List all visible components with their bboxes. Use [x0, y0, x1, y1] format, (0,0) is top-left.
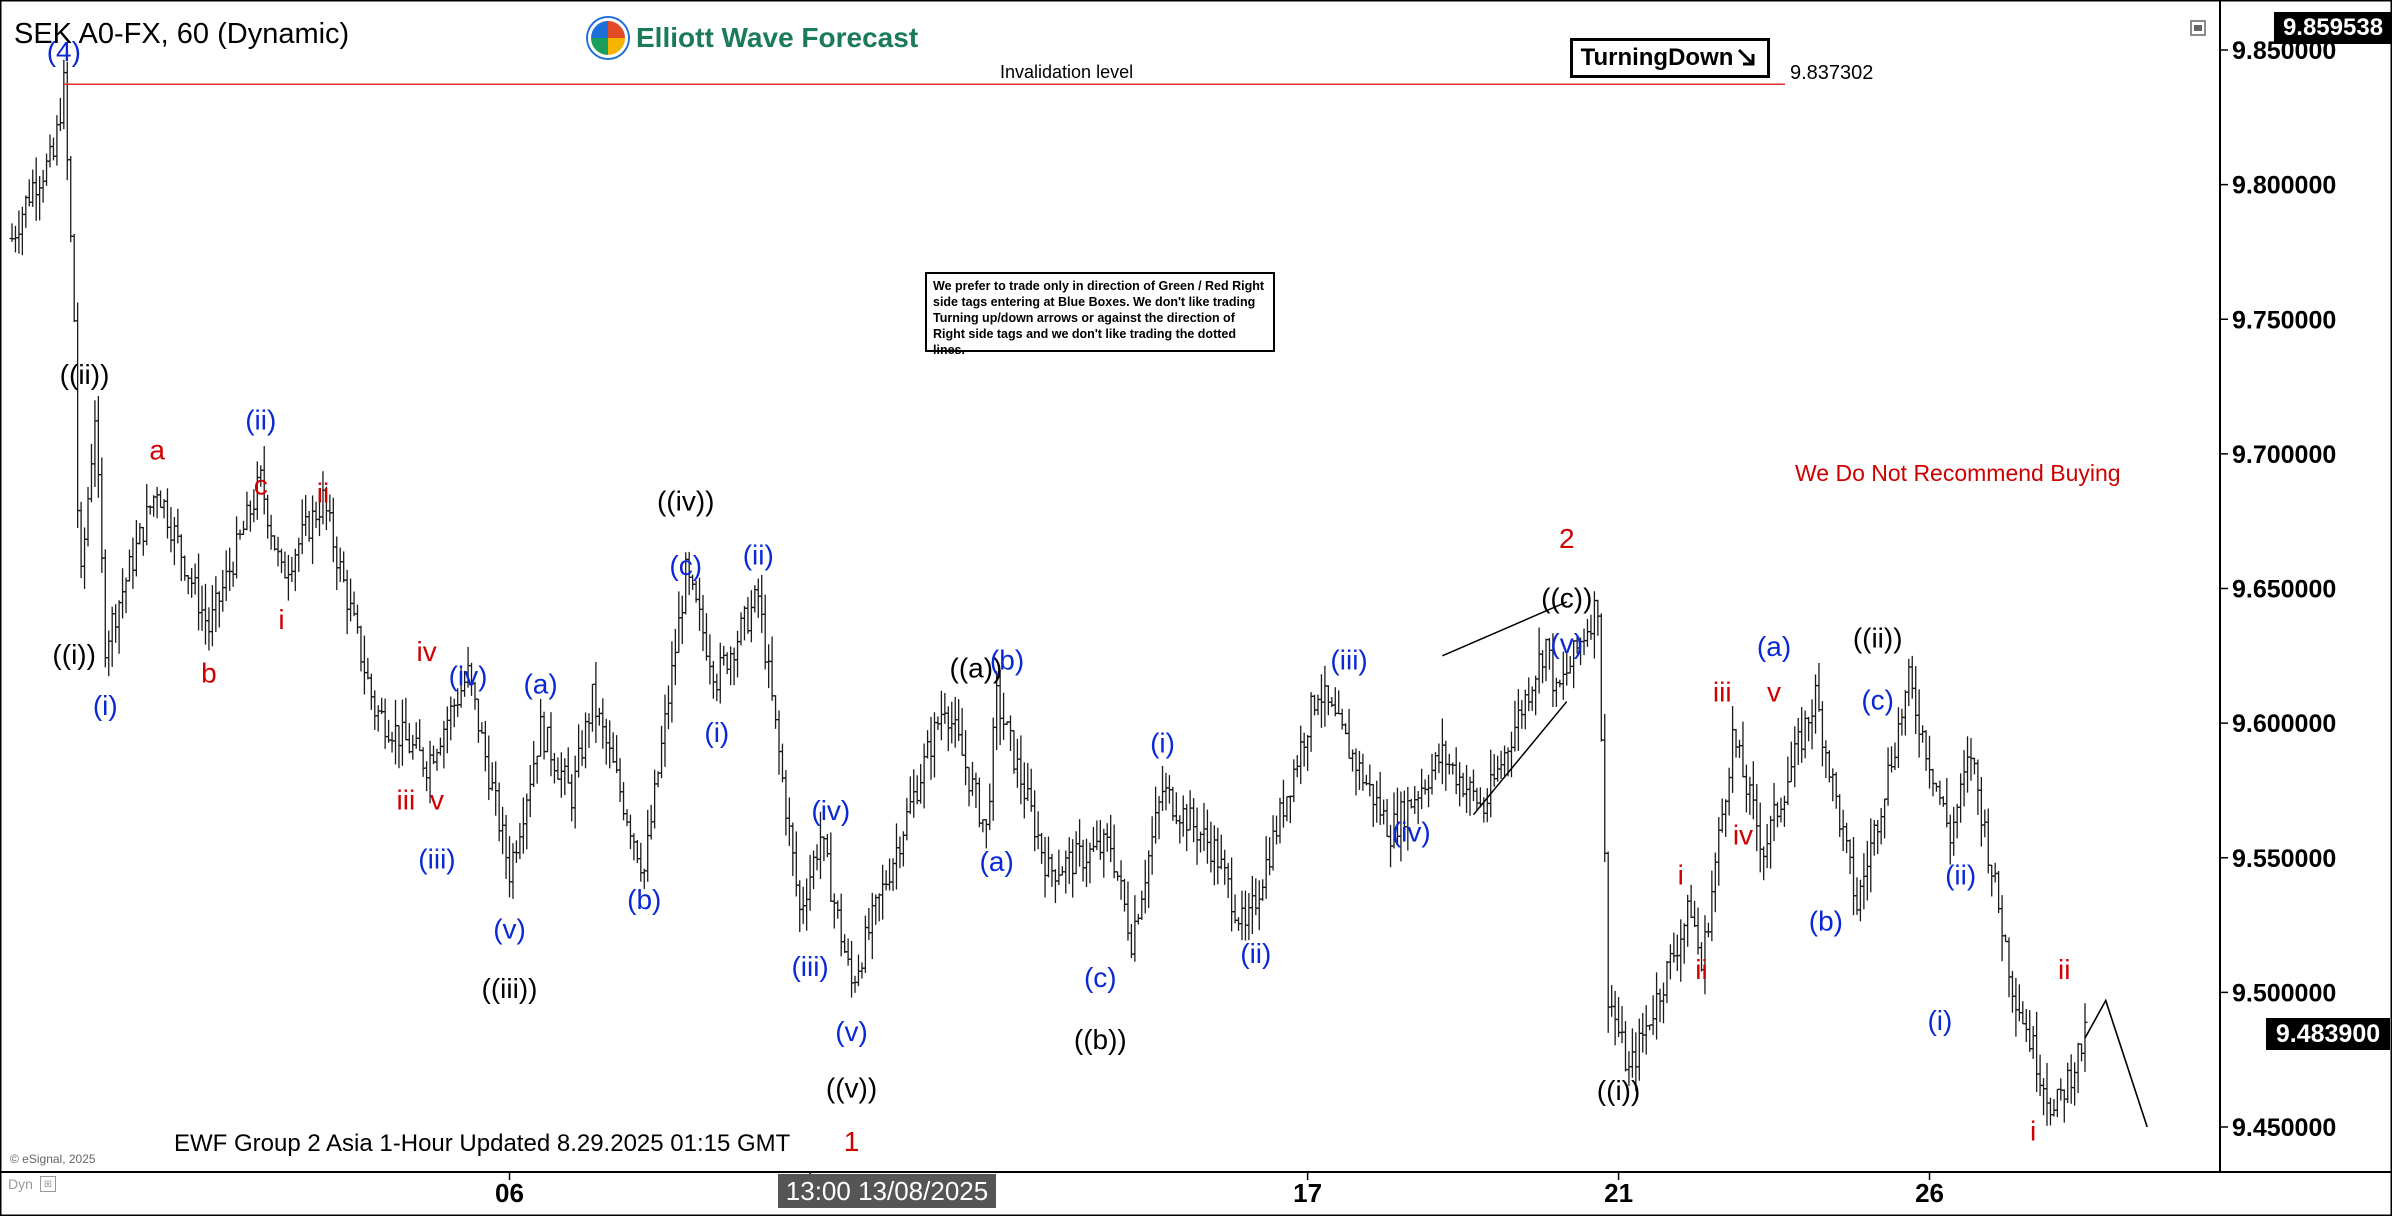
wave-label: ii [2058, 954, 2070, 985]
wave-label: iii [397, 784, 416, 815]
wave-label: 1 [844, 1126, 860, 1157]
wave-label: 2 [1559, 523, 1575, 554]
y-tick-label: 9.750000 [2232, 306, 2336, 334]
x-tick-label: 26 [1915, 1178, 1944, 1208]
wave-label: ii [317, 477, 329, 508]
turning-down-tag: TurningDown [1570, 38, 1770, 78]
current-price-tag: 9.859538 [2274, 12, 2392, 44]
copyright: © eSignal, 2025 [10, 1152, 96, 1166]
dyn-label: Dyn [8, 1176, 33, 1192]
wave-label: (a) [980, 846, 1014, 877]
wave-label: ((i)) [1597, 1075, 1641, 1106]
wave-label: (i) [1150, 728, 1175, 759]
wave-label: (iii) [791, 951, 828, 982]
wave-label: (iv) [449, 660, 488, 691]
x-axis: 0611172126 [495, 1172, 1944, 1208]
y-tick-label: 9.600000 [2232, 710, 2336, 738]
wave-label: iii [1713, 677, 1732, 708]
wave-label: (iii) [1330, 644, 1367, 675]
overlays [63, 83, 2148, 1128]
y-tick-label: 9.500000 [2232, 979, 2336, 1007]
wave-label: (v) [493, 914, 526, 945]
wave-label: (ii) [1240, 938, 1271, 969]
wave-label: i [278, 604, 284, 635]
wave-label: (b) [1809, 905, 1843, 936]
triangle-line [1442, 601, 1568, 657]
wave-label: (ii) [1945, 860, 1976, 891]
wave-label: (c) [1861, 685, 1894, 716]
update-footer: EWF Group 2 Asia 1-Hour Updated 8.29.202… [174, 1130, 791, 1157]
wave-label: iv [1733, 819, 1753, 850]
y-tick-label: 9.700000 [2232, 441, 2336, 469]
y-tick-label: 9.450000 [2232, 1114, 2336, 1142]
price-bars [9, 59, 2088, 1126]
wave-label: (v) [1550, 628, 1583, 659]
wave-label: ((i)) [52, 639, 96, 670]
wave-label: (c) [1084, 962, 1117, 993]
ewf-logo-icon [588, 18, 628, 58]
triangle-line [1472, 701, 1568, 816]
wave-label: (a) [1757, 631, 1791, 662]
wave-label: (v) [835, 1016, 868, 1047]
wave-label: ((ii)) [60, 359, 110, 390]
wave-label: iv [416, 636, 436, 667]
wave-label: ((a)) [950, 652, 1003, 683]
wave-label: (b) [990, 644, 1024, 675]
wave-label: (c) [669, 550, 702, 581]
wave-label: ((iv)) [657, 485, 715, 516]
wave-label: (iii) [418, 844, 455, 875]
settings-icon[interactable] [2190, 20, 2206, 36]
wave-label: (i) [93, 690, 118, 721]
wave-label: (i) [1927, 1005, 1952, 1036]
wave-label: ((iii)) [482, 973, 538, 1004]
invalidation-label: Invalidation level [1000, 62, 1134, 82]
wave-label: i [2030, 1115, 2036, 1146]
wave-label: v [430, 784, 444, 815]
projection-path [2084, 998, 2148, 1128]
dyn-toggle-button[interactable]: ⊞ [40, 1176, 56, 1192]
x-tick-label: 06 [495, 1178, 524, 1208]
wave-label: i [1678, 860, 1684, 891]
turning-label: TurningDown [1580, 44, 1734, 71]
wave-label: (iv) [1392, 817, 1431, 848]
wave-label: b [201, 658, 217, 689]
wave-label: c [254, 469, 268, 500]
wave-label: ((c)) [1541, 582, 1592, 613]
y-axis: 9.8500009.8000009.7500009.7000009.650000… [2220, 37, 2336, 1142]
wave-label: (b) [627, 884, 661, 915]
invalidation-value: 9.837302 [1790, 62, 1874, 84]
wave-label: a [149, 434, 165, 465]
x-tick-label: 21 [1604, 1178, 1633, 1208]
x-tick-label: 17 [1293, 1178, 1322, 1208]
wave-label: ((b)) [1074, 1024, 1127, 1055]
time-cursor-label: 13:00 13/08/2025 [778, 1174, 996, 1208]
wave-label: ((ii)) [1853, 623, 1903, 654]
last-price-tag: 9.483900 [2266, 1018, 2390, 1050]
wave-label: (iv) [811, 795, 850, 826]
trading-note: We prefer to trade only in direction of … [925, 272, 1275, 357]
y-tick-label: 9.800000 [2232, 172, 2336, 200]
brand-logo: Elliott Wave Forecast [588, 18, 918, 58]
arrow-down-right-icon [1738, 48, 1755, 66]
wave-label: ii [1695, 954, 1707, 985]
warning-text: We Do Not Recommend Buying [1795, 460, 2121, 486]
wave-label: (ii) [245, 405, 276, 436]
y-tick-label: 9.550000 [2232, 845, 2336, 873]
wave-label: ((v)) [826, 1072, 877, 1103]
wave-label: (ii) [743, 539, 774, 570]
brand-name: Elliott Wave Forecast [636, 22, 919, 53]
y-tick-label: 9.650000 [2232, 576, 2336, 604]
symbol-title: SEK A0-FX, 60 (Dynamic) [14, 18, 350, 50]
wave-label: v [1767, 677, 1781, 708]
wave-label: (i) [704, 717, 729, 748]
wave-label: (4) [47, 36, 81, 67]
wave-label: (a) [523, 669, 557, 700]
